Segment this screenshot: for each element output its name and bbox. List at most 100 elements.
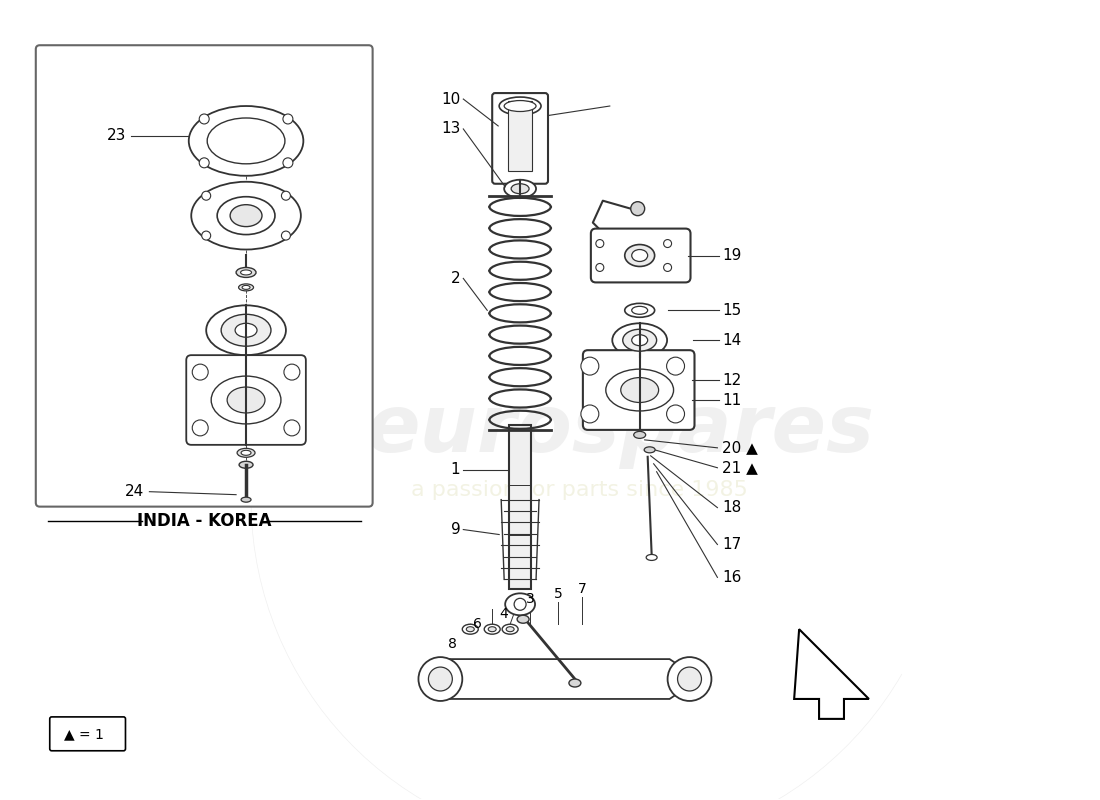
- Ellipse shape: [191, 182, 301, 250]
- Text: 16: 16: [723, 570, 741, 585]
- Ellipse shape: [462, 624, 478, 634]
- Ellipse shape: [646, 554, 657, 561]
- Ellipse shape: [645, 447, 656, 453]
- Polygon shape: [420, 659, 700, 699]
- Ellipse shape: [235, 323, 257, 338]
- Ellipse shape: [238, 448, 255, 458]
- Text: 8: 8: [448, 637, 456, 651]
- Ellipse shape: [504, 180, 536, 198]
- Ellipse shape: [631, 334, 648, 346]
- Ellipse shape: [227, 387, 265, 413]
- Text: 19: 19: [723, 248, 741, 263]
- Ellipse shape: [631, 250, 648, 262]
- Circle shape: [596, 263, 604, 271]
- Text: a passion for parts since 1985: a passion for parts since 1985: [411, 480, 748, 500]
- Ellipse shape: [506, 626, 514, 632]
- Circle shape: [596, 239, 604, 247]
- Circle shape: [282, 191, 290, 200]
- Ellipse shape: [620, 378, 659, 402]
- FancyBboxPatch shape: [591, 229, 691, 282]
- Text: 5: 5: [553, 587, 562, 602]
- Ellipse shape: [625, 245, 654, 266]
- Circle shape: [284, 364, 300, 380]
- Ellipse shape: [217, 197, 275, 234]
- Circle shape: [663, 239, 672, 247]
- Ellipse shape: [236, 267, 256, 278]
- Ellipse shape: [569, 679, 581, 687]
- Circle shape: [630, 202, 645, 216]
- Ellipse shape: [503, 624, 518, 634]
- Text: ▲ = 1: ▲ = 1: [64, 727, 103, 741]
- FancyBboxPatch shape: [492, 93, 548, 184]
- Ellipse shape: [241, 270, 252, 275]
- Circle shape: [201, 231, 211, 240]
- Text: 2: 2: [451, 271, 460, 286]
- Ellipse shape: [466, 626, 474, 632]
- Ellipse shape: [504, 101, 536, 111]
- Bar: [509, 425, 531, 590]
- Circle shape: [581, 357, 598, 375]
- Text: 15: 15: [723, 303, 741, 318]
- Text: 12: 12: [723, 373, 741, 387]
- FancyBboxPatch shape: [36, 46, 373, 506]
- Circle shape: [192, 364, 208, 380]
- Text: 7: 7: [578, 582, 586, 596]
- Circle shape: [418, 657, 462, 701]
- Circle shape: [663, 263, 672, 271]
- Text: 10: 10: [441, 91, 460, 106]
- Circle shape: [667, 405, 684, 423]
- Text: 3: 3: [526, 592, 535, 606]
- Ellipse shape: [512, 184, 529, 194]
- Circle shape: [678, 667, 702, 691]
- Ellipse shape: [241, 497, 251, 502]
- Text: 13: 13: [441, 122, 460, 137]
- Circle shape: [428, 667, 452, 691]
- Ellipse shape: [221, 314, 271, 346]
- Text: 23: 23: [107, 129, 126, 143]
- Text: 14: 14: [723, 333, 741, 348]
- Text: 24: 24: [125, 484, 144, 499]
- Text: 1: 1: [451, 462, 460, 478]
- FancyBboxPatch shape: [50, 717, 125, 750]
- Ellipse shape: [211, 376, 280, 424]
- Ellipse shape: [242, 286, 250, 290]
- Circle shape: [282, 231, 290, 240]
- Ellipse shape: [505, 594, 535, 615]
- Circle shape: [199, 158, 209, 168]
- Circle shape: [283, 158, 293, 168]
- Ellipse shape: [241, 450, 251, 455]
- Ellipse shape: [514, 598, 526, 610]
- Circle shape: [199, 114, 209, 124]
- Ellipse shape: [625, 303, 654, 318]
- Text: 6: 6: [473, 618, 482, 631]
- FancyBboxPatch shape: [186, 355, 306, 445]
- Ellipse shape: [206, 306, 286, 355]
- Text: 21 ▲: 21 ▲: [723, 460, 758, 475]
- Bar: [508, 101, 532, 170]
- Circle shape: [284, 420, 300, 436]
- Polygon shape: [794, 630, 869, 719]
- Text: 9: 9: [451, 522, 460, 537]
- Ellipse shape: [613, 323, 667, 357]
- Text: 11: 11: [723, 393, 741, 407]
- Circle shape: [201, 191, 211, 200]
- Circle shape: [581, 405, 598, 423]
- Text: 17: 17: [723, 537, 741, 552]
- Ellipse shape: [623, 330, 657, 351]
- Ellipse shape: [239, 284, 253, 291]
- Ellipse shape: [499, 97, 541, 115]
- Ellipse shape: [230, 205, 262, 226]
- Ellipse shape: [207, 118, 285, 164]
- Text: 4: 4: [499, 607, 508, 622]
- Text: INDIA - KOREA: INDIA - KOREA: [138, 511, 272, 530]
- Circle shape: [192, 420, 208, 436]
- Text: 18: 18: [723, 500, 741, 515]
- Ellipse shape: [631, 306, 648, 314]
- Ellipse shape: [634, 431, 646, 438]
- FancyBboxPatch shape: [583, 350, 694, 430]
- Text: 20 ▲: 20 ▲: [723, 440, 758, 455]
- Ellipse shape: [606, 369, 673, 411]
- Ellipse shape: [484, 624, 500, 634]
- Circle shape: [668, 657, 712, 701]
- Ellipse shape: [517, 615, 529, 623]
